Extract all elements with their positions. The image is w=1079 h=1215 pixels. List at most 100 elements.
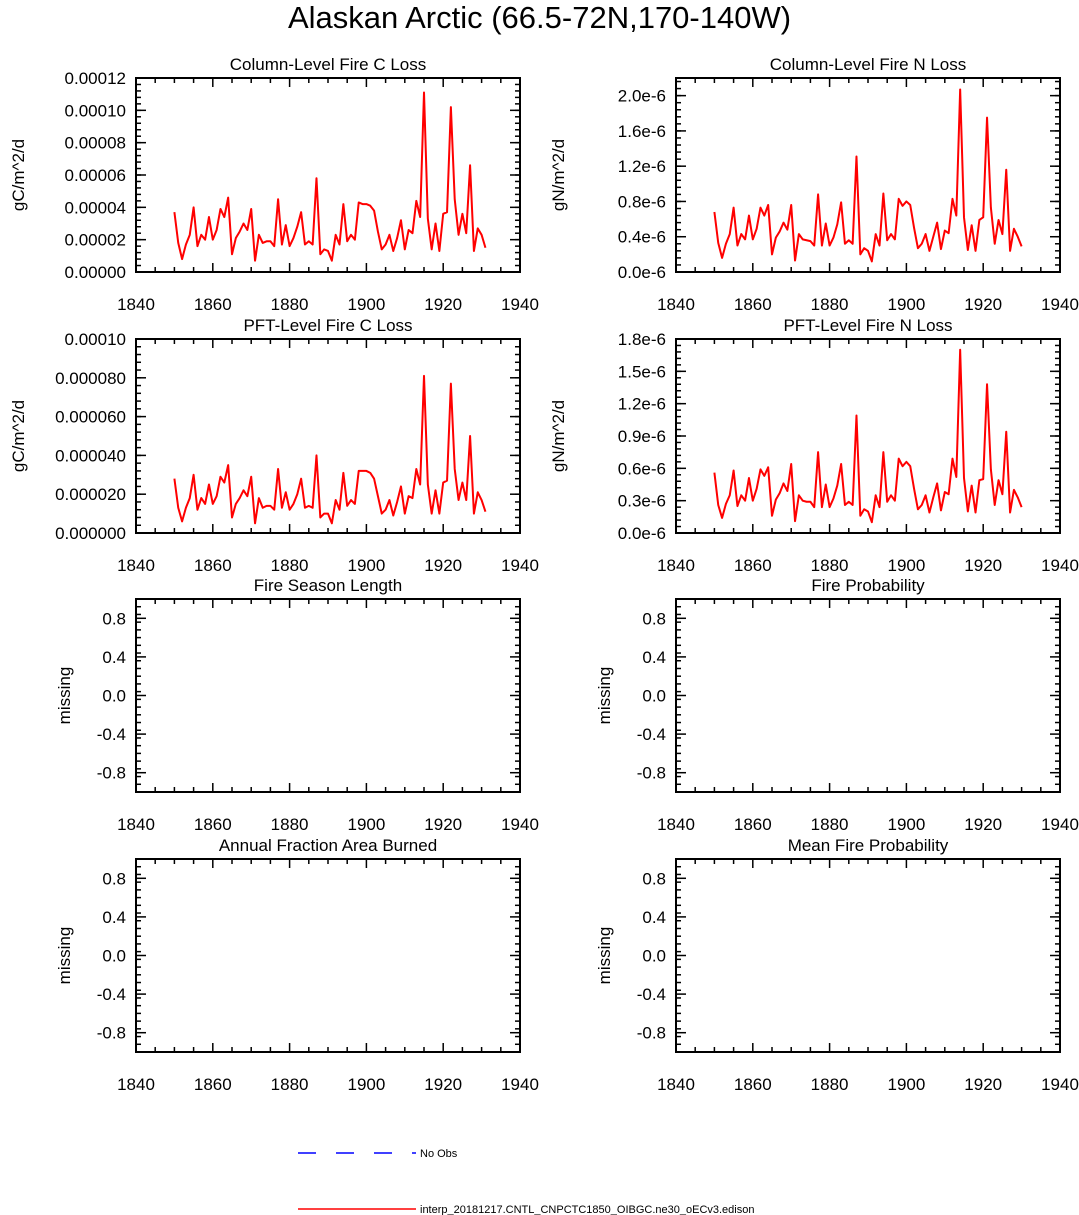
y-tick-label: -0.8 xyxy=(637,1024,666,1043)
y-axis-label: missing xyxy=(595,927,614,985)
x-tick-label: 1920 xyxy=(424,815,462,834)
chart-title: PFT-Level Fire N Loss xyxy=(783,316,952,335)
legend-label: No Obs xyxy=(420,1148,458,1160)
y-tick-label: 0.00008 xyxy=(65,134,126,153)
x-tick-label: 1920 xyxy=(964,295,1002,314)
plot-frame xyxy=(135,338,521,534)
plot-frame xyxy=(675,598,1061,793)
chart-title: Column-Level Fire C Loss xyxy=(230,55,427,74)
chart-title: Column-Level Fire N Loss xyxy=(770,55,967,74)
y-tick-label: -0.8 xyxy=(97,764,126,783)
y-tick-label: 0.4e-6 xyxy=(618,228,666,247)
x-tick-label: 1860 xyxy=(194,295,232,314)
y-axis-label: missing xyxy=(55,667,74,725)
chart-panel-3: PFT-Level Fire C Loss 1840 1860 1880 1900 192… xyxy=(9,316,539,575)
y-tick-label: 0.000080 xyxy=(55,369,126,388)
x-tick-label: 1860 xyxy=(734,295,772,314)
y-tick-label: 0.8 xyxy=(102,609,126,628)
x-tick-label: 1900 xyxy=(347,815,385,834)
x-tick-label: 1920 xyxy=(964,1075,1002,1094)
y-tick-label: -0.4 xyxy=(637,985,666,1004)
series-line xyxy=(173,374,487,525)
chart-panel-7: Annual Fraction Area Burned 1840 1860 1880 1… xyxy=(55,836,539,1094)
x-tick-label: 1940 xyxy=(501,556,539,575)
y-tick-label: 0.9e-6 xyxy=(618,427,666,446)
chart-title: PFT-Level Fire C Loss xyxy=(243,316,412,335)
x-tick-label: 1880 xyxy=(271,1075,309,1094)
y-tick-label: -0.8 xyxy=(97,1024,126,1043)
x-tick-label: 1920 xyxy=(964,815,1002,834)
x-tick-label: 1880 xyxy=(271,815,309,834)
y-tick-label: 0.000040 xyxy=(55,446,126,465)
y-tick-label: 0.4 xyxy=(642,648,666,667)
x-tick-label: 1860 xyxy=(194,1075,232,1094)
x-tick-label: 1860 xyxy=(734,815,772,834)
y-tick-label: 0.00002 xyxy=(65,231,126,250)
chart-title: Annual Fraction Area Burned xyxy=(219,836,437,855)
x-tick-label: 1920 xyxy=(424,295,462,314)
x-tick-label: 1940 xyxy=(1041,815,1079,834)
y-tick-label: 1.8e-6 xyxy=(618,330,666,349)
chart-panel-1: Column-Level Fire C Loss 1840 1860 1880 1900… xyxy=(9,55,539,314)
x-tick-label: 1880 xyxy=(811,815,849,834)
x-tick-label: 1920 xyxy=(964,556,1002,575)
y-tick-label: 1.6e-6 xyxy=(618,122,666,141)
y-tick-label: 0.0e-6 xyxy=(618,263,666,282)
y-tick-label: -0.4 xyxy=(97,985,126,1004)
y-tick-label: 0.00006 xyxy=(65,166,126,185)
x-tick-label: 1840 xyxy=(657,556,695,575)
y-tick-label: 0.8 xyxy=(642,609,666,628)
x-tick-label: 1840 xyxy=(117,815,155,834)
y-tick-label: 0.0 xyxy=(642,687,666,706)
x-tick-label: 1940 xyxy=(501,815,539,834)
chart-panel-4: PFT-Level Fire N Loss 1840 1860 1880 1900 192… xyxy=(549,316,1079,575)
y-tick-label: 0.000060 xyxy=(55,408,126,427)
x-tick-label: 1880 xyxy=(271,556,309,575)
y-axis-label: gC/m^2/d xyxy=(9,139,28,211)
x-tick-label: 1900 xyxy=(347,556,385,575)
chart-title: Fire Probability xyxy=(811,576,925,595)
legend: No Obs interp_20181217.CNTL_CNPCTC1850_OI… xyxy=(298,1148,754,1215)
y-tick-label: 0.00012 xyxy=(65,69,126,88)
x-tick-label: 1940 xyxy=(501,1075,539,1094)
series-line xyxy=(713,88,1023,263)
x-tick-label: 1900 xyxy=(887,295,925,314)
series-line xyxy=(713,348,1023,524)
y-tick-label: 0.0 xyxy=(102,687,126,706)
x-tick-label: 1940 xyxy=(1041,295,1079,314)
x-tick-label: 1860 xyxy=(734,556,772,575)
x-tick-label: 1880 xyxy=(811,556,849,575)
x-tick-label: 1840 xyxy=(117,295,155,314)
y-axis-label: gN/m^2/d xyxy=(549,139,568,211)
y-tick-label: 1.2e-6 xyxy=(618,395,666,414)
legend-label: interp_20181217.CNTL_CNPCTC1850_OIBGC.ne… xyxy=(420,1204,754,1215)
x-tick-label: 1900 xyxy=(887,556,925,575)
series-line xyxy=(173,91,487,262)
x-tick-label: 1920 xyxy=(424,556,462,575)
x-tick-label: 1940 xyxy=(1041,1075,1079,1094)
chart-panel-5: Fire Season Length 1840 1860 1880 1900 1920 19… xyxy=(55,576,539,834)
y-tick-label: 1.2e-6 xyxy=(618,157,666,176)
plot-frame xyxy=(135,858,521,1053)
y-axis-label: missing xyxy=(55,927,74,985)
y-tick-label: -0.4 xyxy=(97,725,126,744)
x-tick-label: 1900 xyxy=(347,295,385,314)
y-tick-label: 2.0e-6 xyxy=(618,87,666,106)
y-tick-label: 0.6e-6 xyxy=(618,459,666,478)
x-tick-label: 1860 xyxy=(194,815,232,834)
figure-title: Alaskan Arctic (66.5-72N,170-140W) xyxy=(287,0,792,35)
plot-frame xyxy=(675,858,1061,1053)
x-tick-label: 1880 xyxy=(811,295,849,314)
chart-panel-6: Fire Probability 1840 1860 1880 1900 1920 1940… xyxy=(595,576,1079,834)
plot-frame xyxy=(135,598,521,793)
x-tick-label: 1840 xyxy=(657,295,695,314)
x-tick-label: 1840 xyxy=(117,1075,155,1094)
plot-frame xyxy=(675,77,1061,273)
y-tick-label: 0.8 xyxy=(102,869,126,888)
y-tick-label: -0.4 xyxy=(637,725,666,744)
plot-frame xyxy=(135,77,521,273)
y-tick-label: 0.4 xyxy=(102,648,126,667)
x-tick-label: 1880 xyxy=(811,1075,849,1094)
chart-panel-2: Column-Level Fire N Loss 1840 1860 1880 1900… xyxy=(549,55,1079,314)
y-tick-label: 0.0 xyxy=(642,947,666,966)
